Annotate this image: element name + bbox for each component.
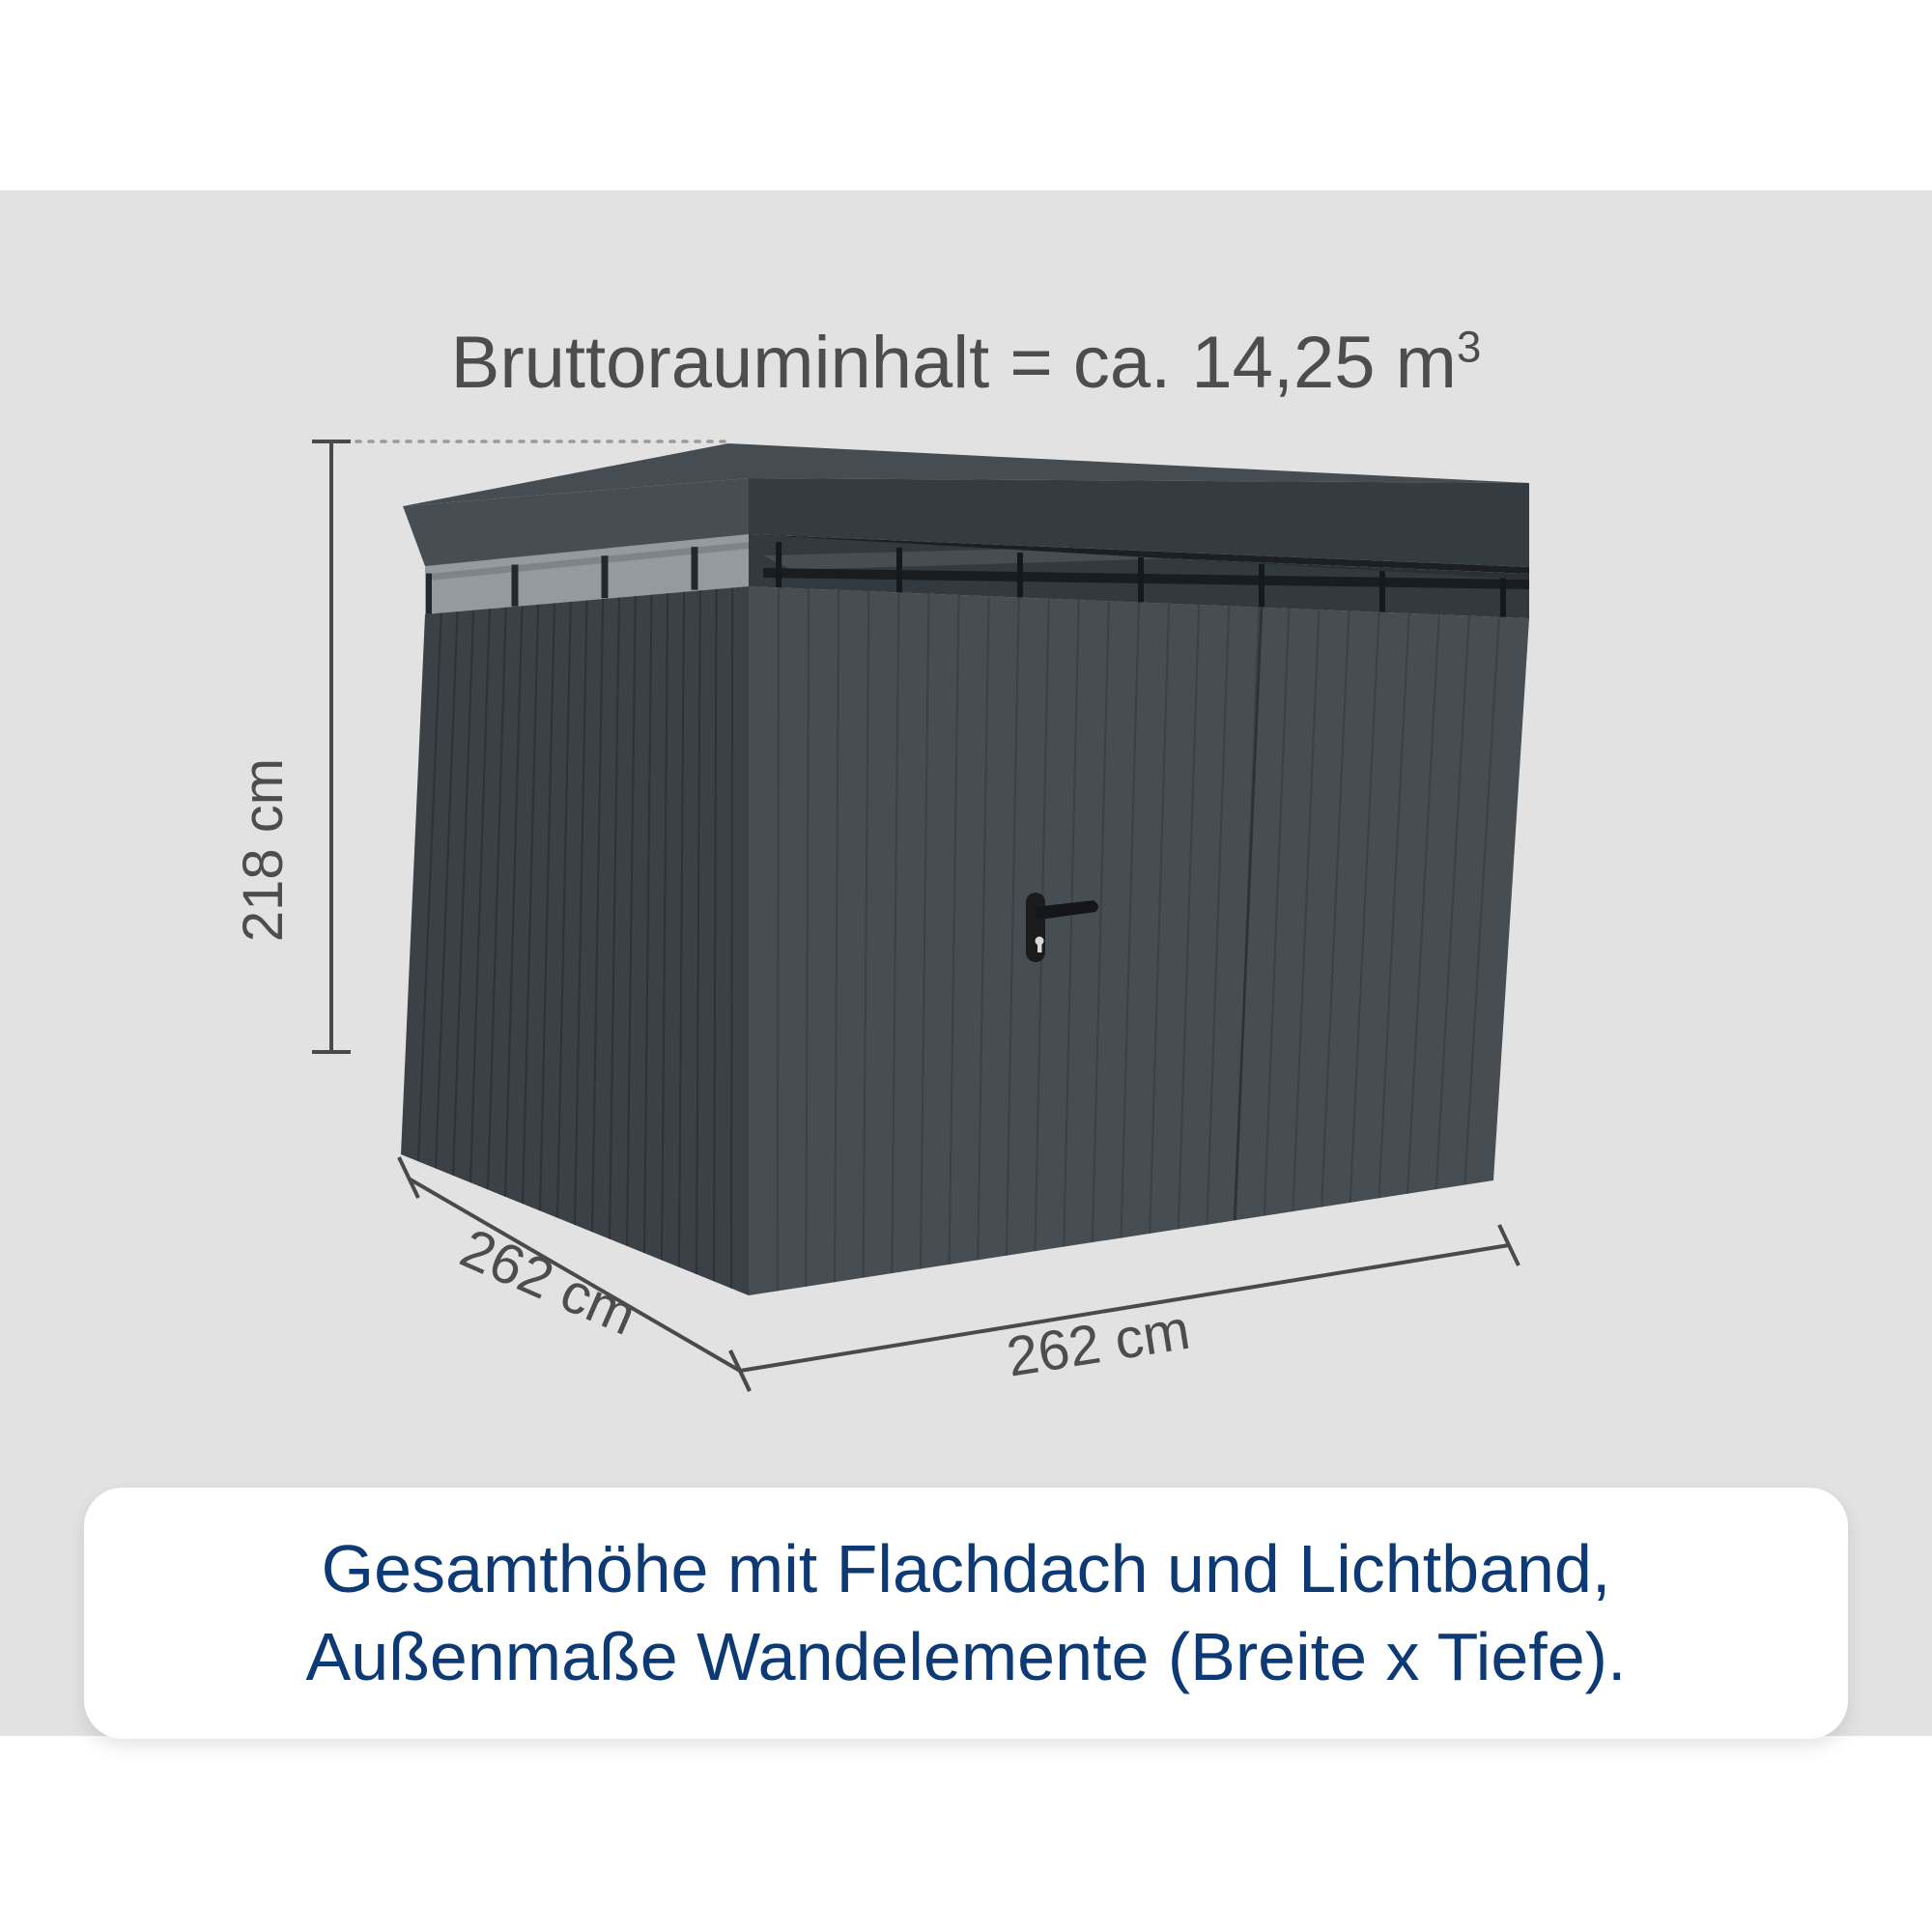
svg-text:218 cm: 218 cm (232, 758, 295, 942)
svg-text:262 cm: 262 cm (1003, 1298, 1194, 1389)
